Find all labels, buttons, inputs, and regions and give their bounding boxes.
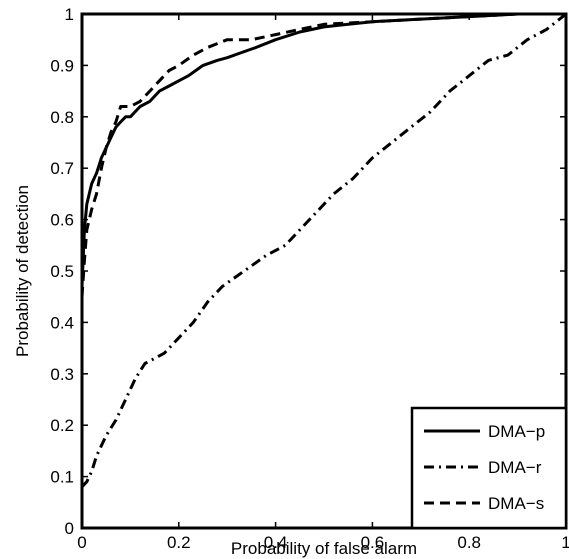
y-tick-label: 0.6 [50,211,74,230]
series-line-1 [80,12,566,287]
legend-label-3: DMA−s [488,494,544,513]
series-layer [80,12,567,488]
y-tick-labels: 0 0.1 0.2 0.3 0.4 0.5 0.6 0.7 0.8 0.9 1 [50,5,74,538]
y-tick-label: 1 [65,5,74,24]
x-tick-label: 1 [561,533,569,552]
x-tick-label: 0.8 [457,533,481,552]
x-tick-label: 0.6 [361,533,385,552]
y-tick-label: 0.9 [50,56,74,75]
x-tick-label: 0.2 [167,533,191,552]
legend-label-2: DMA−r [488,458,542,477]
legend: DMA−p DMA−r DMA−s [410,406,568,530]
series-line-2 [80,12,567,488]
y-tick-label: 0.3 [50,365,74,384]
x-tick-label: 0.4 [264,533,288,552]
series-line-3 [80,12,566,297]
x-tick-label: 0 [77,533,86,552]
x-axis-label: Probability of false alarm [231,539,417,558]
y-tick-label: 0.7 [50,159,74,178]
y-tick-label: 0.8 [50,108,74,127]
y-tick-label: 0 [65,519,74,538]
y-tick-label: 0.4 [50,313,74,332]
y-axis-label: Probability of detection [13,185,32,357]
legend-label-1: DMA−p [488,422,545,441]
x-tick-labels: 0 0.2 0.4 0.6 0.8 1 [77,533,569,552]
y-tick-label: 0.5 [50,262,74,281]
y-tick-label: 0.2 [50,416,74,435]
legend-box [410,406,568,530]
plot-frame [80,12,568,530]
y-tick-label: 0.1 [50,468,74,487]
